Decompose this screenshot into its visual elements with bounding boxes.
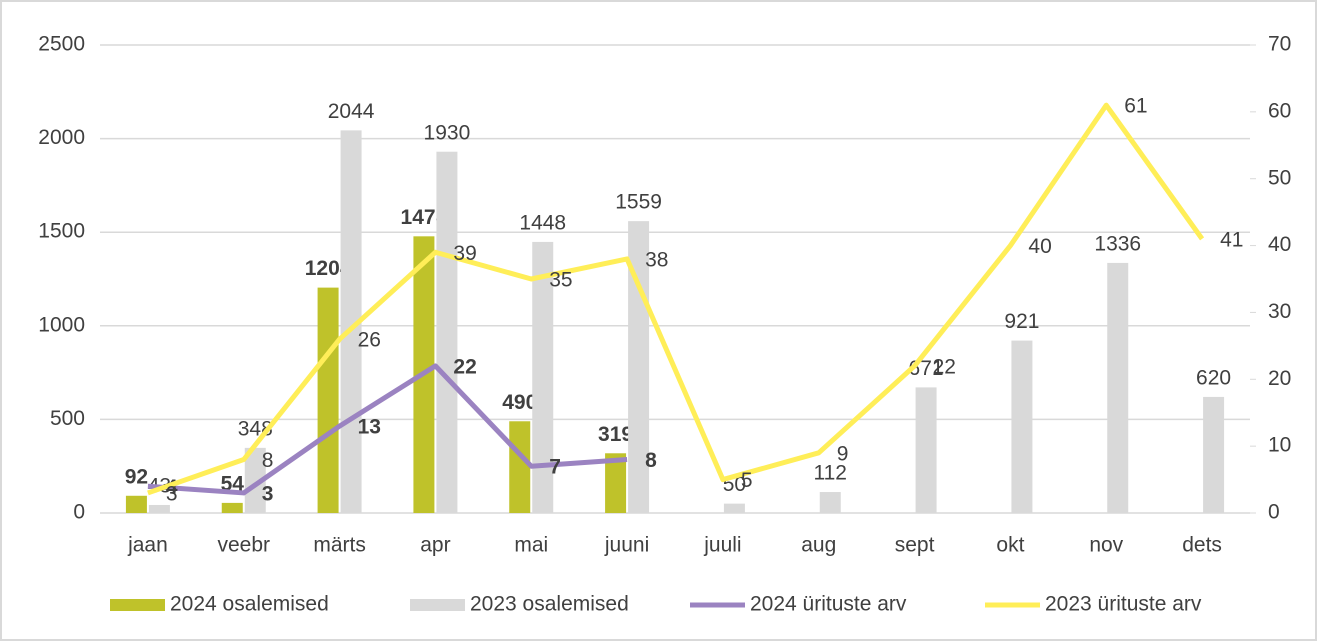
bar bbox=[605, 453, 627, 513]
x-tick-label: jaan bbox=[127, 534, 168, 557]
x-tick-label: sept bbox=[895, 534, 935, 557]
data-label: 112 bbox=[814, 462, 847, 485]
y-tick-label: 500 bbox=[50, 407, 85, 430]
data-label: 22 bbox=[453, 355, 476, 378]
x-tick-label: nov bbox=[1089, 534, 1123, 557]
y-tick-label: 2000 bbox=[38, 126, 85, 149]
bar bbox=[221, 502, 243, 513]
data-label: 5 bbox=[741, 469, 753, 492]
line-series bbox=[147, 102, 1205, 496]
y2-tick-label: 10 bbox=[1268, 434, 1291, 457]
legend-swatch bbox=[410, 599, 465, 611]
data-label: 8 bbox=[262, 449, 274, 472]
bar bbox=[819, 492, 841, 513]
data-label: 1204 bbox=[305, 257, 352, 280]
data-label: 8 bbox=[645, 449, 657, 472]
y-tick-label: 0 bbox=[73, 501, 85, 524]
bar bbox=[915, 387, 937, 513]
data-label: 1559 bbox=[615, 191, 662, 214]
data-label: 490 bbox=[502, 391, 537, 414]
y2-tick-label: 50 bbox=[1268, 166, 1291, 189]
data-label: 92 bbox=[125, 465, 148, 488]
bar bbox=[1203, 396, 1225, 513]
data-label: 26 bbox=[358, 329, 381, 352]
bar bbox=[1011, 340, 1033, 513]
bar bbox=[244, 447, 266, 513]
legend-label: 2024 osalemised bbox=[170, 593, 329, 616]
data-label: 2044 bbox=[328, 100, 375, 123]
bar bbox=[148, 504, 170, 513]
legend-label: 2024 ürituste arv bbox=[750, 593, 907, 616]
y-tick-label: 1000 bbox=[38, 313, 85, 336]
bar bbox=[509, 421, 531, 513]
x-tick-label: juuli bbox=[703, 534, 741, 557]
data-label: 13 bbox=[358, 416, 381, 439]
x-tick-label: aug bbox=[801, 534, 836, 557]
x-tick-label: märts bbox=[313, 534, 366, 557]
data-label: 319 bbox=[598, 423, 633, 446]
bar bbox=[125, 495, 147, 513]
y-tick-label: 1500 bbox=[38, 220, 85, 243]
x-tick-label: veebr bbox=[217, 534, 270, 557]
y2-tick-label: 40 bbox=[1268, 233, 1291, 256]
y2-tick-label: 60 bbox=[1268, 99, 1291, 122]
data-label: 7 bbox=[549, 456, 561, 479]
data-label: 921 bbox=[1004, 310, 1039, 333]
data-label: 38 bbox=[645, 248, 668, 271]
legend-label: 2023 osalemised bbox=[470, 593, 629, 616]
data-label: 41 bbox=[1220, 228, 1243, 251]
legend-swatch bbox=[110, 599, 165, 611]
y-tick-label: 2500 bbox=[38, 33, 85, 56]
x-tick-label: juuni bbox=[604, 534, 649, 557]
data-label: 61 bbox=[1124, 95, 1147, 118]
data-label: 620 bbox=[1196, 366, 1231, 389]
data-label: 3 bbox=[166, 482, 178, 505]
data-label: 1448 bbox=[519, 211, 566, 234]
bar bbox=[723, 503, 745, 513]
data-label: 40 bbox=[1028, 235, 1051, 258]
data-label: 39 bbox=[453, 242, 476, 265]
data-label: 9 bbox=[837, 442, 849, 465]
data-label: 35 bbox=[549, 269, 572, 292]
bar bbox=[317, 287, 339, 513]
bar bbox=[532, 241, 554, 514]
x-tick-label: dets bbox=[1182, 534, 1222, 557]
y2-tick-label: 0 bbox=[1268, 501, 1280, 524]
bar bbox=[436, 151, 458, 514]
bar bbox=[1107, 262, 1129, 513]
x-tick-label: apr bbox=[420, 534, 450, 557]
line-series bbox=[147, 363, 628, 496]
data-label: 1478 bbox=[401, 206, 448, 229]
x-tick-label: mai bbox=[514, 534, 548, 557]
data-label: 22 bbox=[933, 355, 956, 378]
x-tick-label: okt bbox=[996, 534, 1024, 557]
data-label: 1336 bbox=[1094, 232, 1141, 255]
y2-tick-label: 30 bbox=[1268, 300, 1291, 323]
legend-label: 2023 ürituste arv bbox=[1045, 593, 1202, 616]
data-label: 1930 bbox=[424, 121, 471, 144]
y2-tick-label: 20 bbox=[1268, 367, 1291, 390]
y2-tick-label: 70 bbox=[1268, 33, 1291, 56]
data-label: 3 bbox=[262, 482, 274, 505]
